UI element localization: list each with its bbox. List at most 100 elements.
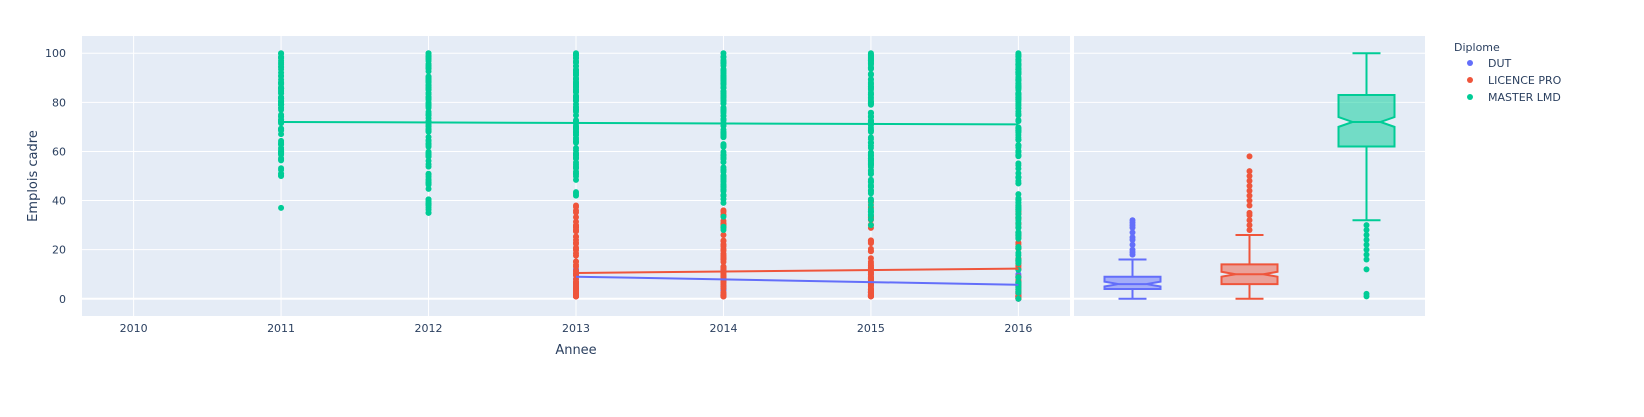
scatter-point	[1015, 148, 1022, 155]
scatter-point	[867, 286, 874, 293]
scatter-point	[1015, 258, 1022, 265]
y-tick-label: 100	[45, 47, 66, 60]
legend-entry: MASTER LMD	[1488, 91, 1561, 104]
scatter-point	[425, 161, 432, 168]
scatter-point	[867, 293, 874, 300]
scatter-point	[425, 148, 432, 155]
trend-line	[281, 120, 1019, 126]
scatter-point	[720, 159, 727, 166]
scatter-point	[573, 95, 579, 102]
scatter-point	[1015, 102, 1022, 109]
scatter-point	[278, 118, 285, 125]
scatter-point	[278, 148, 285, 155]
scatter-point	[1015, 111, 1022, 118]
legend-marker	[1467, 94, 1473, 100]
scatter-point	[1015, 174, 1022, 181]
scatter-point	[867, 59, 874, 66]
scatter-point	[425, 50, 432, 57]
scatter-point	[1015, 50, 1022, 57]
scatter-point	[573, 88, 579, 95]
scatter-point	[720, 207, 727, 214]
x-axis-title: Annee	[555, 343, 596, 358]
scatter-point	[867, 248, 874, 255]
box-outlier	[1363, 227, 1370, 234]
scatter-point	[867, 216, 874, 223]
scatter-point	[720, 132, 727, 139]
scatter-point	[1015, 180, 1022, 187]
scatter-point	[573, 250, 579, 257]
scatter-point	[278, 55, 285, 62]
scatter-point	[867, 155, 874, 162]
box-outlier	[1246, 197, 1253, 204]
scatter-point	[278, 95, 285, 102]
scatter-point	[720, 112, 727, 119]
scatter-point	[1015, 118, 1022, 125]
scatter-point	[278, 80, 285, 87]
scatter-point	[573, 263, 579, 270]
scatter-point	[867, 178, 874, 185]
scatter-point	[425, 62, 432, 69]
scatter-point	[278, 204, 285, 211]
scatter-point	[867, 161, 874, 168]
scatter-point	[720, 191, 727, 198]
box-outlier	[1363, 251, 1370, 258]
scatter-point	[425, 196, 432, 203]
scatter-point	[867, 134, 874, 141]
scatter-point	[720, 231, 727, 238]
scatter-point	[867, 100, 874, 107]
legend-entry: DUT	[1488, 57, 1512, 70]
scatter-point	[720, 213, 727, 220]
scatter-point	[425, 100, 432, 107]
trend-line	[575, 267, 1019, 275]
scatter-point	[425, 137, 432, 144]
scatter-point	[720, 247, 727, 254]
scatter-point	[1015, 132, 1022, 139]
scatter-point	[720, 108, 727, 115]
x-tick-label: 2016	[1004, 322, 1032, 335]
box-outlier	[1363, 241, 1370, 248]
scatter-point	[867, 211, 874, 218]
scatter-point	[720, 88, 727, 95]
scatter-point	[1015, 165, 1022, 172]
box-outlier	[1246, 177, 1253, 184]
scatter-point	[720, 253, 727, 260]
scatter-point	[573, 209, 579, 216]
box	[1337, 93, 1396, 148]
scatter-point	[425, 152, 432, 159]
scatter-point	[720, 175, 727, 182]
box-outlier	[1246, 222, 1253, 229]
box-outlier	[1363, 266, 1370, 273]
scatter-point	[278, 173, 285, 179]
scatter-point	[867, 196, 874, 203]
scatter-point	[573, 226, 579, 233]
scatter-point	[1015, 61, 1022, 68]
scatter-point	[425, 110, 432, 117]
scatter-point	[278, 85, 285, 92]
box-outlier	[1129, 241, 1136, 248]
scatter-point	[720, 152, 727, 159]
scatter-point	[278, 69, 285, 76]
box-outlier	[1363, 231, 1370, 238]
scatter-point	[720, 283, 727, 290]
scatter-point	[720, 100, 727, 107]
scatter-point	[425, 179, 432, 186]
box-outlier	[1363, 222, 1370, 229]
y-axis-title: Emplois cadre	[26, 130, 41, 222]
scatter-point	[573, 159, 579, 166]
box-outlier	[1129, 234, 1136, 241]
scatter-point	[278, 140, 285, 147]
legend-marker	[1467, 77, 1473, 83]
scatter-point	[425, 171, 432, 178]
scatter-point	[573, 293, 579, 300]
scatter-point	[867, 81, 874, 88]
legend-title: Diplome	[1454, 41, 1500, 54]
scatter-point	[1015, 274, 1022, 281]
scatter-point	[1015, 195, 1022, 202]
scatter-point	[425, 126, 432, 133]
scatter-point	[278, 101, 285, 108]
scatter-point	[1015, 86, 1022, 93]
scatter-point	[867, 238, 874, 245]
scatter-point	[867, 117, 874, 124]
box	[1103, 275, 1162, 290]
x-tick-label: 2014	[709, 322, 737, 335]
